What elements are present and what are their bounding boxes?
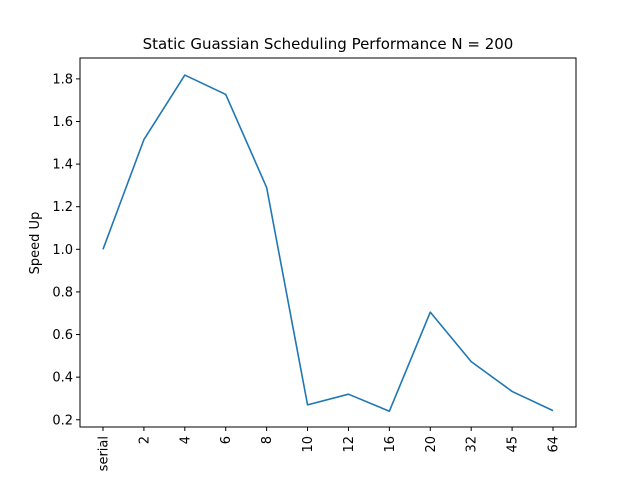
data-point: [142, 138, 145, 141]
x-tick-label: serial: [97, 436, 112, 471]
x-tick-label: 10: [301, 436, 316, 453]
series-line: [102, 74, 554, 413]
x-tick-label: 2: [137, 436, 152, 444]
y-tick-label: 0.2: [52, 413, 73, 428]
x-tick-label: 32: [465, 436, 480, 453]
x-tick-label: 6: [219, 436, 234, 444]
y-tick-label: 1.4: [52, 158, 73, 173]
x-tick-label: 64: [547, 436, 562, 453]
data-point: [347, 393, 350, 396]
data-point: [102, 248, 105, 251]
data-point: [306, 403, 309, 406]
data-point: [265, 186, 268, 189]
x-tick-label: 8: [260, 436, 275, 444]
y-tick-label: 1.8: [52, 72, 73, 87]
plot-frame: [79, 57, 577, 428]
data-point: [429, 311, 432, 314]
data-point: [470, 360, 473, 363]
chart-title: Static Guassian Scheduling Performance N…: [143, 35, 514, 53]
x-tick-label: 20: [424, 436, 439, 453]
y-tick-label: 0.6: [52, 328, 73, 343]
x-tick-label: 4: [178, 436, 193, 444]
data-point: [511, 390, 514, 393]
data-point: [183, 74, 186, 77]
y-axis-label: Speed Up: [28, 212, 43, 275]
y-tick-label: 1.0: [52, 243, 73, 258]
data-point: [224, 93, 227, 96]
x-tick-label: 16: [383, 436, 398, 453]
data-point: [388, 410, 391, 413]
y-tick-label: 0.4: [52, 371, 73, 386]
y-tick-label: 1.6: [52, 115, 73, 130]
y-tick-label: 0.8: [52, 285, 73, 300]
x-tick-label: 45: [506, 436, 521, 453]
x-tick-label: 12: [342, 436, 357, 453]
plot-area: 0.2 0.4 0.6 0.8 1.0 1.2 1.4 1.6 1.8 serial 2 4 6 8 10 1…: [52, 57, 577, 471]
data-point: [552, 409, 555, 412]
y-tick-label: 1.2: [52, 200, 73, 215]
